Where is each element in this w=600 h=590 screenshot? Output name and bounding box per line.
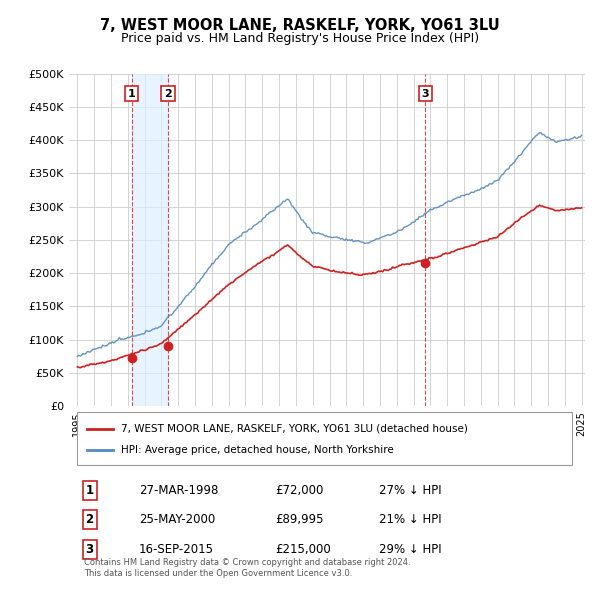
Text: 25-MAY-2000: 25-MAY-2000 [139, 513, 215, 526]
Text: 2: 2 [86, 513, 94, 526]
Text: 1: 1 [128, 88, 136, 99]
Text: £89,995: £89,995 [275, 513, 324, 526]
Text: 1: 1 [86, 484, 94, 497]
Text: 27-MAR-1998: 27-MAR-1998 [139, 484, 218, 497]
Text: 27% ↓ HPI: 27% ↓ HPI [379, 484, 441, 497]
Text: 2: 2 [164, 88, 172, 99]
Text: £72,000: £72,000 [275, 484, 324, 497]
Text: 16-SEP-2015: 16-SEP-2015 [139, 543, 214, 556]
Text: 3: 3 [422, 88, 430, 99]
Text: 21% ↓ HPI: 21% ↓ HPI [379, 513, 441, 526]
Bar [131, 74, 168, 406]
Text: HPI: Average price, detached house, North Yorkshire: HPI: Average price, detached house, Nort… [121, 445, 394, 455]
Text: £215,000: £215,000 [275, 543, 331, 556]
Text: 7, WEST MOOR LANE, RASKELF, YORK, YO61 3LU (detached house): 7, WEST MOOR LANE, RASKELF, YORK, YO61 3… [121, 424, 467, 434]
Text: 29% ↓ HPI: 29% ↓ HPI [379, 543, 441, 556]
Text: Contains HM Land Registry data © Crown copyright and database right 2024.
This d: Contains HM Land Registry data © Crown c… [85, 558, 411, 578]
Text: Price paid vs. HM Land Registry's House Price Index (HPI): Price paid vs. HM Land Registry's House … [121, 32, 479, 45]
FancyBboxPatch shape [77, 412, 572, 465]
Text: 3: 3 [86, 543, 94, 556]
Text: 7, WEST MOOR LANE, RASKELF, YORK, YO61 3LU: 7, WEST MOOR LANE, RASKELF, YORK, YO61 3… [100, 18, 500, 32]
